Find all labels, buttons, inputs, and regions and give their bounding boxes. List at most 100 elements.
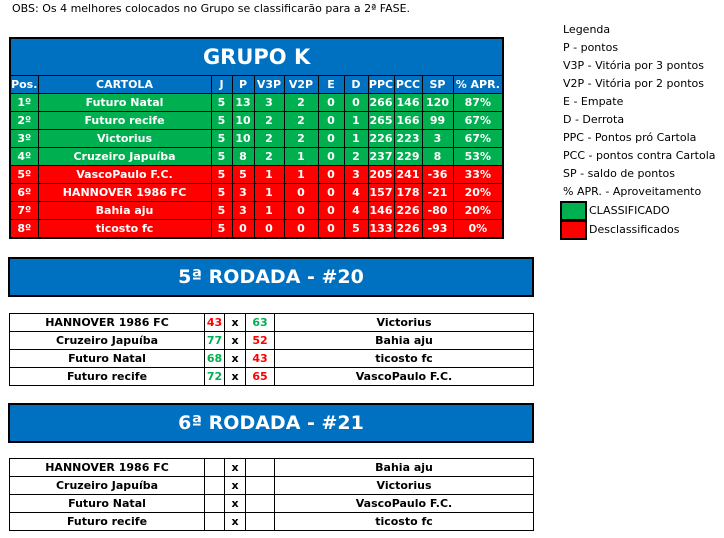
away-score: 65 bbox=[245, 367, 275, 386]
standings-cell: 8 bbox=[231, 147, 255, 166]
standings-cell: 20% bbox=[452, 201, 504, 220]
legend-item: V2P - Vitória por 2 pontos bbox=[563, 77, 705, 90]
standings-cell: 120 bbox=[421, 93, 454, 112]
standings-cell: 6º bbox=[9, 183, 39, 202]
standings-cell: 2 bbox=[283, 111, 319, 130]
standings-cell: 3 bbox=[231, 183, 255, 202]
match-row: HANNOVER 1986 FC 43 x 63 Victorius bbox=[9, 313, 534, 332]
standings-cell: 5 bbox=[210, 129, 233, 148]
column-header: SP bbox=[421, 75, 454, 94]
legend-item: SP - saldo de pontos bbox=[563, 167, 676, 180]
standings-cell: Victorius bbox=[37, 129, 212, 148]
standings-cell: 266 bbox=[367, 93, 395, 112]
standings-cell: 5 bbox=[343, 219, 369, 239]
standings-cell: 0 bbox=[253, 219, 285, 239]
away-team: Bahia aju bbox=[274, 458, 534, 477]
legend-item: % APR. - Aproveitamento bbox=[563, 185, 702, 198]
standings-cell: 99 bbox=[421, 111, 454, 130]
standings-cell: 2 bbox=[253, 129, 285, 148]
away-team: Victorius bbox=[274, 313, 534, 332]
standings-cell: 0 bbox=[317, 93, 345, 112]
away-score bbox=[245, 494, 275, 513]
standings-cell: 265 bbox=[367, 111, 395, 130]
home-score bbox=[204, 476, 225, 495]
standings-table: GRUPO K Pos. CARTOLA J P V3P V2P E D PPC PCC SP% A… bbox=[9, 37, 505, 239]
versus: x bbox=[224, 349, 246, 368]
home-score: 77 bbox=[204, 331, 225, 350]
versus: x bbox=[224, 367, 246, 386]
column-header: D bbox=[343, 75, 369, 94]
column-header: V3P bbox=[253, 75, 285, 94]
standings-cell: -93 bbox=[421, 219, 454, 239]
home-score bbox=[204, 458, 225, 477]
standings-cell: 1 bbox=[283, 147, 319, 166]
standings-cell: 223 bbox=[393, 129, 423, 148]
obs-note: OBS: Os 4 melhores colocados no Grupo se… bbox=[12, 2, 411, 15]
standings-cell: 10 bbox=[231, 111, 255, 130]
standings-cell: HANNOVER 1986 FC bbox=[37, 183, 212, 202]
round6-title: 6ª RODADA - #21 bbox=[8, 403, 534, 443]
legend-item: V3P - Vitória por 3 pontos bbox=[563, 59, 705, 72]
standings-cell: 2 bbox=[343, 147, 369, 166]
standings-cell: Futuro recife bbox=[37, 111, 212, 130]
standings-cell: 8 bbox=[421, 147, 454, 166]
standings-cell: 1 bbox=[343, 129, 369, 148]
legend-item: PPC - Pontos pró Cartola bbox=[563, 131, 697, 144]
away-score: 63 bbox=[245, 313, 275, 332]
standings-cell: 178 bbox=[393, 183, 423, 202]
standings-row: 1º Futuro Natal 5 13 3 2 0 0 266 146 120 87% bbox=[9, 93, 504, 112]
standings-cell: 1 bbox=[253, 183, 285, 202]
standings-cell: 4 bbox=[343, 201, 369, 220]
standings-row: 2º Futuro recife 5 10 2 2 0 1 265 166 99 67% bbox=[9, 111, 504, 130]
standings-cell: 2 bbox=[283, 129, 319, 148]
standings-cell: 7º bbox=[9, 201, 39, 220]
legend-item: PCC - pontos contra Cartola bbox=[563, 149, 716, 162]
standings-cell: 0 bbox=[231, 219, 255, 239]
standings-cell: 2 bbox=[253, 111, 285, 130]
match-row: Cruzeiro Japuíba x Victorius bbox=[9, 476, 534, 495]
standings-cell: 226 bbox=[393, 201, 423, 220]
away-team: ticosto fc bbox=[274, 512, 534, 531]
standings-cell: 3º bbox=[9, 129, 39, 148]
legend-item: P - pontos bbox=[563, 41, 619, 54]
standings-cell: Futuro Natal bbox=[37, 93, 212, 112]
home-team: Futuro recife bbox=[9, 512, 205, 531]
standings-cell: 0 bbox=[317, 129, 345, 148]
legend-item: E - Empate bbox=[563, 95, 624, 108]
standings-cell: 5 bbox=[210, 183, 233, 202]
standings-cell: 10 bbox=[231, 129, 255, 148]
away-score bbox=[245, 512, 275, 531]
column-header: CARTOLA bbox=[37, 75, 212, 94]
legend-eliminated: Desclassificados bbox=[589, 223, 680, 236]
home-team: Cruzeiro Japuíba bbox=[9, 331, 205, 350]
standings-cell: 0 bbox=[283, 183, 319, 202]
standings-cell: 166 bbox=[393, 111, 423, 130]
standings-cell: 157 bbox=[367, 183, 395, 202]
standings-cell: 5 bbox=[210, 219, 233, 239]
standings-row: 6º HANNOVER 1986 FC 5 3 1 0 0 4 157 178 -21 20% bbox=[9, 183, 504, 202]
standings-cell: 20% bbox=[452, 183, 504, 202]
match-row: Futuro Natal x VascoPaulo F.C. bbox=[9, 494, 534, 513]
standings-cell: 3 bbox=[231, 201, 255, 220]
standings-cell: 1 bbox=[253, 201, 285, 220]
column-header: P bbox=[231, 75, 255, 94]
home-team: Futuro Natal bbox=[9, 494, 205, 513]
standings-cell: 4 bbox=[343, 183, 369, 202]
standings-cell: 5 bbox=[210, 201, 233, 220]
standings-cell: 2º bbox=[9, 111, 39, 130]
versus: x bbox=[224, 494, 246, 513]
home-team: Futuro Natal bbox=[9, 349, 205, 368]
match-row: Cruzeiro Japuíba 77 x 52 Bahia aju bbox=[9, 331, 534, 350]
standings-cell: 5 bbox=[210, 165, 233, 184]
standings-cell: 133 bbox=[367, 219, 395, 239]
standings-cell: 0 bbox=[283, 219, 319, 239]
standings-cell: 205 bbox=[367, 165, 395, 184]
standings-cell: 1 bbox=[343, 111, 369, 130]
legend: Legenda P - pontos V3P - Vitória por 3 po… bbox=[563, 21, 716, 201]
standings-cell: -80 bbox=[421, 201, 454, 220]
round5-title: 5ª RODADA - #20 bbox=[8, 257, 534, 297]
standings-cell: 0 bbox=[283, 201, 319, 220]
standings-row: 7º Bahia aju 5 3 1 0 0 4 146 226 -80 20% bbox=[9, 201, 504, 220]
standings-cell: 226 bbox=[393, 219, 423, 239]
standings-cell: 3 bbox=[343, 165, 369, 184]
